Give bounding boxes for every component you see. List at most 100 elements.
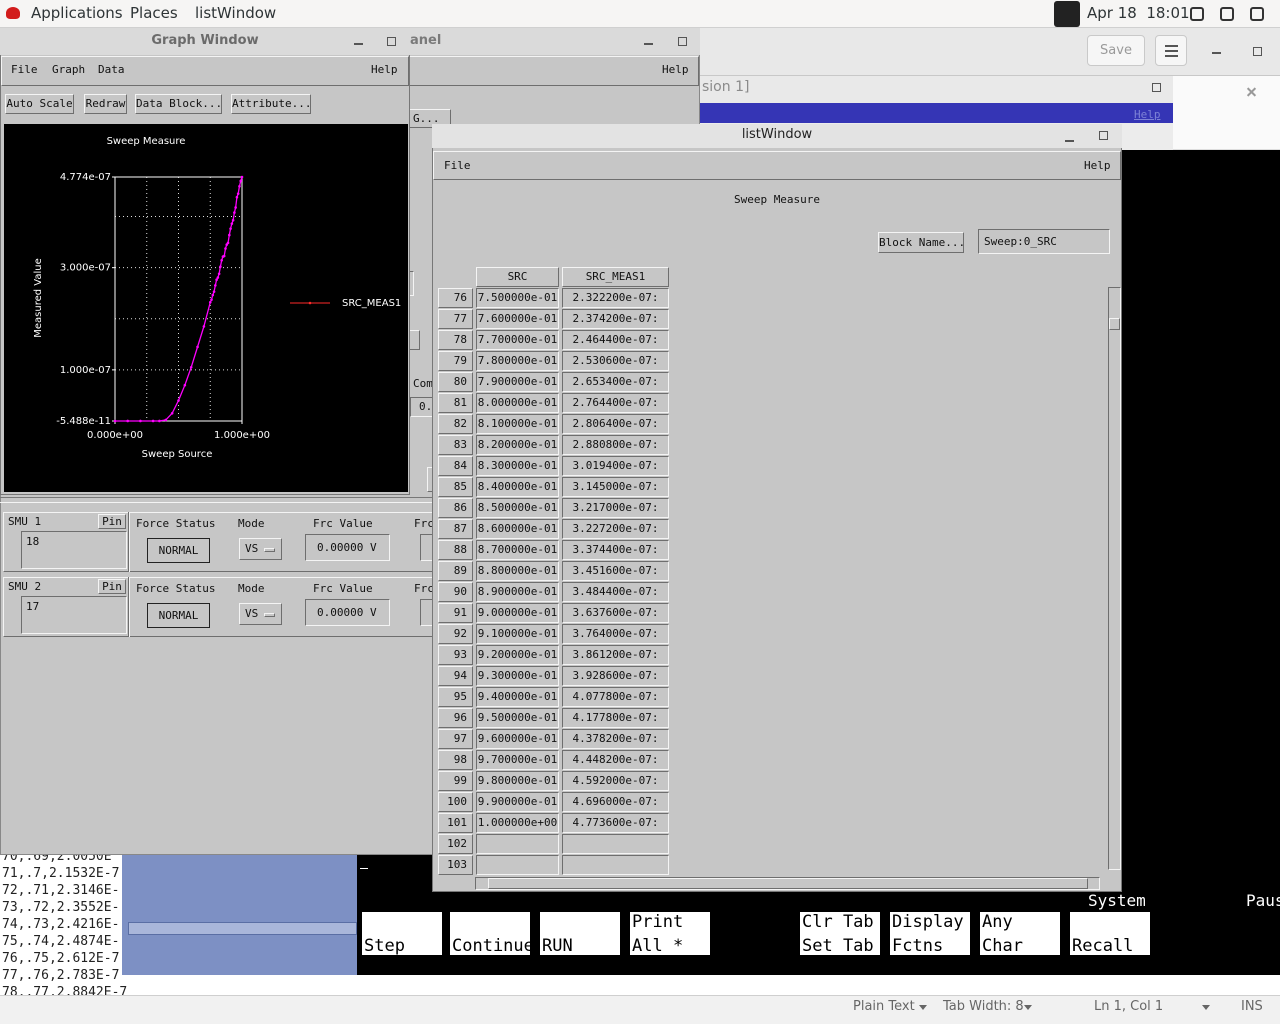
force-status[interactable]: NORMAL — [147, 538, 210, 563]
toolbar-button[interactable]: Auto Scale — [5, 94, 74, 114]
session-help[interactable]: Help — [1134, 108, 1161, 121]
status-item[interactable]: Ln 1, Col 1 — [1094, 999, 1164, 1014]
softkey[interactable]: RUN — [540, 912, 620, 956]
back-button[interactable]: G... — [404, 109, 451, 128]
block-name-button[interactable]: Block Name... — [878, 232, 965, 253]
table-cell[interactable]: 9.100000e-01 — [476, 624, 559, 644]
smu-value[interactable]: 17 — [21, 596, 127, 634]
table-cell[interactable]: 3.217000e-07: — [562, 498, 669, 518]
force-status[interactable]: NORMAL — [147, 603, 210, 628]
maximize-button[interactable] — [1253, 47, 1262, 56]
softkey[interactable]: Recall — [1070, 912, 1150, 956]
menu-item[interactable]: Graph — [52, 63, 86, 76]
table-cell[interactable]: 4.378200e-07: — [562, 729, 669, 749]
toolbar-button[interactable]: Redraw — [84, 94, 127, 114]
table-cell[interactable]: 4.077800e-07: — [562, 687, 669, 707]
table-cell[interactable]: 7.900000e-01 — [476, 372, 559, 392]
scroll-thumb[interactable] — [1109, 318, 1120, 330]
status-item[interactable]: Tab Width: 8 — [943, 999, 1024, 1014]
table-cell[interactable]: 8.700000e-01 — [476, 540, 559, 560]
maximize-button[interactable] — [1152, 83, 1161, 92]
table-cell[interactable]: 3.227200e-07: — [562, 519, 669, 539]
table-cell[interactable]: 8.600000e-01 — [476, 519, 559, 539]
table-cell[interactable]: 9.600000e-01 — [476, 729, 559, 749]
table-cell[interactable]: 2.464400e-07: — [562, 330, 669, 350]
maximize-button[interactable] — [1099, 131, 1108, 140]
softkey[interactable]: Display Fctns — [890, 912, 970, 956]
table-cell[interactable]: 3.374400e-07: — [562, 540, 669, 560]
softkey[interactable]: Continue — [450, 912, 534, 956]
menu-item[interactable]: File — [11, 63, 38, 76]
table-cell[interactable] — [476, 834, 559, 854]
table-cell[interactable]: 9.500000e-01 — [476, 708, 559, 728]
table-cell[interactable]: 2.322200e-07: — [562, 288, 669, 308]
menu-item[interactable]: Data — [98, 63, 125, 76]
table-cell[interactable]: 9.700000e-01 — [476, 750, 559, 770]
table-cell[interactable]: 4.773600e-07: — [562, 813, 669, 833]
table-cell[interactable]: 2.806400e-07: — [562, 414, 669, 434]
table-cell[interactable]: 8.400000e-01 — [476, 477, 559, 497]
maximize-button[interactable] — [678, 37, 687, 46]
table-cell[interactable] — [562, 834, 669, 854]
table-cell[interactable]: 3.764000e-07: — [562, 624, 669, 644]
top-menu[interactable]: Applications — [31, 4, 123, 22]
table-cell[interactable]: 9.800000e-01 — [476, 771, 559, 791]
table-cell[interactable]: 3.451600e-07: — [562, 561, 669, 581]
table-cell[interactable]: 7.500000e-01 — [476, 288, 559, 308]
status-icon[interactable] — [1190, 7, 1204, 21]
frc-value[interactable]: 0.00000 V — [305, 534, 390, 561]
status-icon[interactable] — [1250, 7, 1264, 21]
softkey[interactable]: Step — [362, 912, 442, 956]
menu-item[interactable]: File — [444, 159, 471, 172]
table-cell[interactable]: 4.177800e-07: — [562, 708, 669, 728]
table-cell[interactable]: 7.800000e-01 — [476, 351, 559, 371]
table-cell[interactable]: 2.530600e-07: — [562, 351, 669, 371]
table-cell[interactable]: 7.600000e-01 — [476, 309, 559, 329]
table-cell[interactable]: 9.400000e-01 — [476, 687, 559, 707]
top-menu[interactable]: Places — [130, 4, 178, 22]
table-cell[interactable]: 3.637600e-07: — [562, 603, 669, 623]
smu-pin[interactable]: Pin — [98, 514, 126, 529]
back-help[interactable]: Help — [662, 63, 689, 76]
table-cell[interactable]: 2.764400e-07: — [562, 393, 669, 413]
table-cell[interactable]: 8.800000e-01 — [476, 561, 559, 581]
table-cell[interactable]: 9.300000e-01 — [476, 666, 559, 686]
table-cell[interactable]: 7.700000e-01 — [476, 330, 559, 350]
status-item[interactable]: Plain Text — [853, 999, 915, 1014]
table-cell[interactable] — [562, 855, 669, 875]
menu-help[interactable]: Help — [371, 63, 398, 76]
minimize-button[interactable] — [1212, 52, 1221, 54]
minimize-button[interactable] — [354, 43, 363, 45]
table-cell[interactable]: 2.880800e-07: — [562, 435, 669, 455]
table-cell[interactable]: 3.928600e-07: — [562, 666, 669, 686]
table-cell[interactable]: 3.145000e-07: — [562, 477, 669, 497]
table-cell[interactable]: 3.484400e-07: — [562, 582, 669, 602]
table-cell[interactable]: 8.300000e-01 — [476, 456, 559, 476]
table-cell[interactable]: 9.900000e-01 — [476, 792, 559, 812]
table-cell[interactable]: 8.100000e-01 — [476, 414, 559, 434]
table-cell[interactable]: 4.448200e-07: — [562, 750, 669, 770]
softkey[interactable]: Print All * — [630, 912, 710, 956]
toolbar-button[interactable]: Attribute... — [231, 94, 311, 114]
table-cell[interactable]: 8.000000e-01 — [476, 393, 559, 413]
menu-help[interactable]: Help — [1084, 159, 1111, 172]
top-menu[interactable]: listWindow — [195, 4, 277, 22]
table-cell[interactable] — [476, 855, 559, 875]
table-cell[interactable]: 9.200000e-01 — [476, 645, 559, 665]
status-icon[interactable] — [1220, 7, 1234, 21]
minimize-button[interactable] — [644, 43, 653, 45]
frc-value[interactable]: 0.00000 V — [305, 599, 390, 626]
mode-select[interactable]: VS — [239, 603, 282, 625]
softkey[interactable]: Clr Tab Set Tab — [800, 912, 880, 956]
save-button[interactable]: Save — [1087, 35, 1145, 66]
mode-select[interactable]: VS — [239, 538, 282, 560]
table-cell[interactable]: 8.900000e-01 — [476, 582, 559, 602]
scroll-thumb[interactable] — [488, 878, 1088, 889]
table-cell[interactable]: 9.000000e-01 — [476, 603, 559, 623]
minimize-button[interactable] — [1065, 140, 1074, 142]
smu-value[interactable]: 18 — [21, 531, 127, 569]
table-cell[interactable]: 2.374200e-07: — [562, 309, 669, 329]
block-field[interactable]: Sweep:0_SRC — [978, 229, 1110, 254]
table-cell[interactable]: 2.653400e-07: — [562, 372, 669, 392]
table-cell[interactable]: 1.000000e+00 — [476, 813, 559, 833]
